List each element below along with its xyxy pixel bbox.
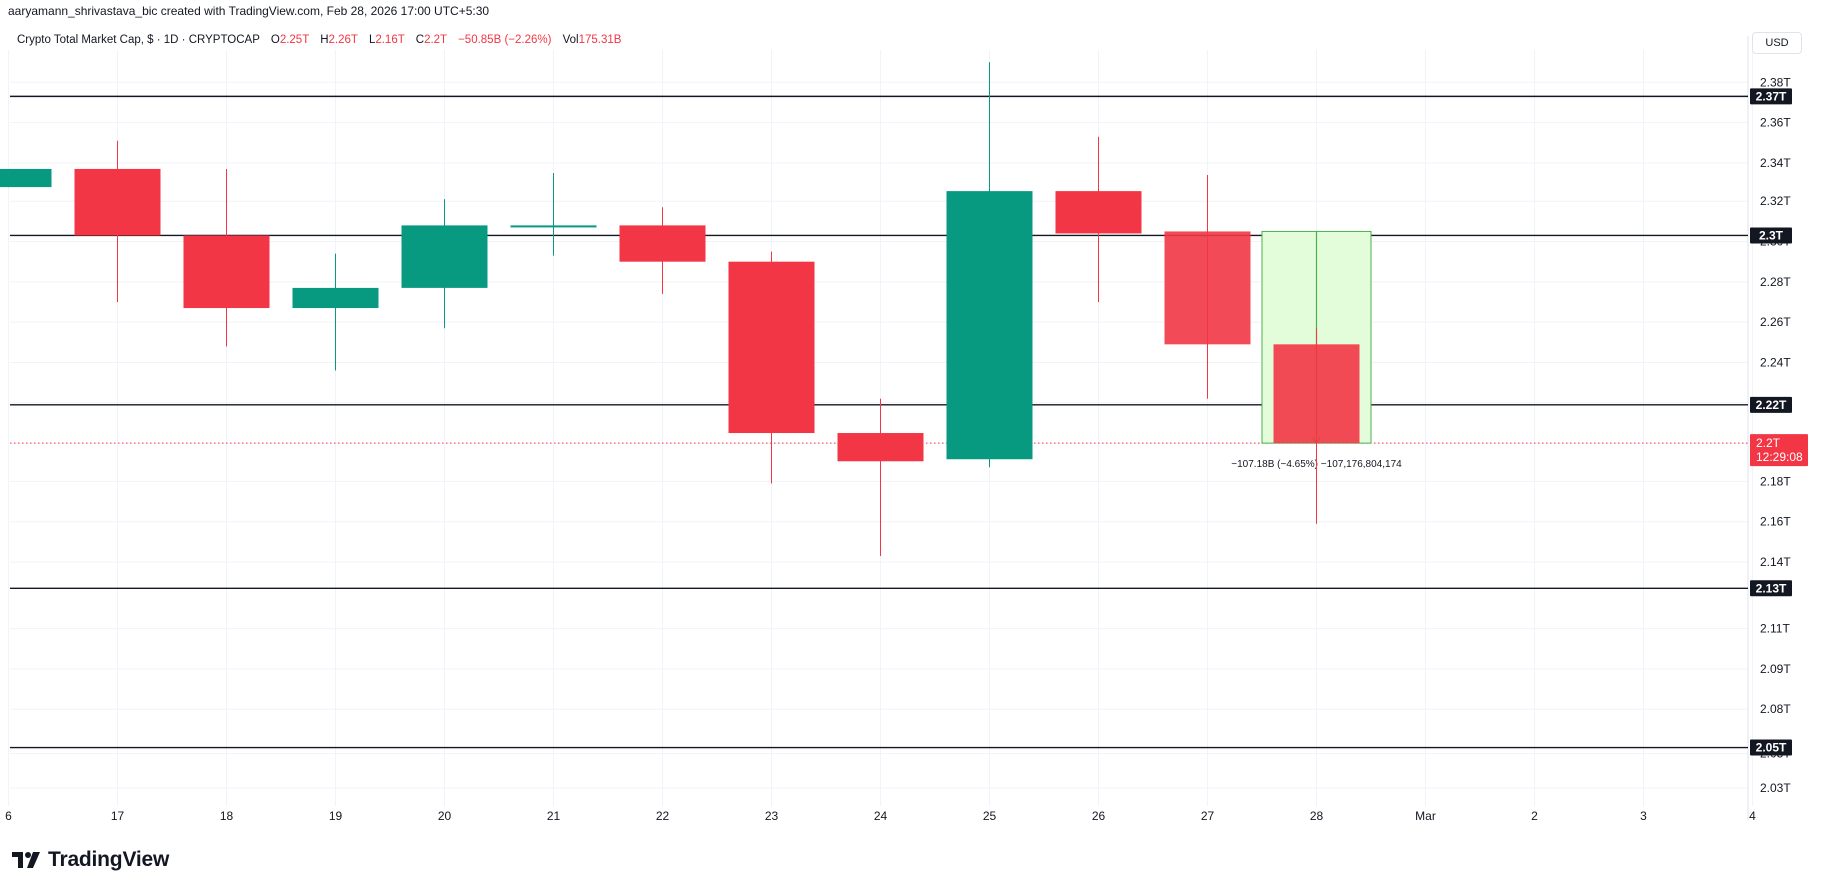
price-axis: 2.38T2.36T2.34T2.32T2.30T2.28T2.26T2.24T… [1760, 75, 1791, 795]
price-tick-label: 2.11T [1760, 622, 1790, 636]
candle-body [619, 225, 706, 262]
level-badge [1750, 580, 1792, 597]
time-tick-label: 4 [1749, 809, 1756, 823]
candle-19 [292, 253, 379, 371]
level-badge [1750, 739, 1792, 756]
time-tick-label: 24 [874, 809, 888, 823]
level-badge-label: 2.13T [1756, 581, 1787, 595]
current-price-badge [1750, 434, 1808, 467]
level-badge-label: 2.37T [1756, 89, 1787, 103]
candle-18 [183, 168, 270, 347]
volume-label: Vol [562, 34, 579, 46]
price-tick-label: 2.09T [1760, 662, 1791, 676]
level-badge-label: 2.05T [1756, 741, 1787, 755]
close-label: C [415, 34, 425, 46]
candle-23 [728, 251, 815, 484]
horizontal-levels [10, 95, 1748, 749]
price-tick-label: 2.16T [1760, 515, 1791, 529]
time-tick-label: Mar [1415, 809, 1436, 823]
candle-22 [619, 207, 706, 294]
open-label: O [270, 34, 280, 46]
candle-body [401, 225, 488, 288]
low-value: 2.16T [375, 34, 405, 46]
tradingview-logo-icon [12, 852, 40, 868]
candle-body [946, 191, 1033, 460]
time-tick-label: 28 [1310, 809, 1324, 823]
price-tick-label: 2.28T [1760, 275, 1791, 289]
time-tick-label: 6 [5, 809, 12, 823]
close-value: 2.2T [424, 34, 447, 46]
attribution-text: aaryamann_shrivastava_bic created with T… [8, 4, 490, 18]
candles [0, 62, 1360, 557]
candle-16 [0, 168, 52, 188]
candle-body [0, 168, 52, 188]
candle-24 [837, 398, 924, 557]
candle-17 [74, 140, 161, 302]
time-tick-label: 2 [1531, 809, 1538, 823]
candle-26 [1055, 136, 1142, 302]
time-tick-label: 22 [656, 809, 670, 823]
candle-body [1055, 191, 1142, 234]
time-tick-label: 20 [438, 809, 452, 823]
candle-20 [401, 199, 488, 329]
price-tick-label: 2.24T [1760, 355, 1791, 369]
brand-name: TradingView [48, 848, 170, 871]
level-badge-label: 2.22T [1756, 398, 1787, 412]
time-tick-label: 17 [111, 809, 125, 823]
candle-body [292, 287, 379, 309]
chart-grid [8, 36, 1753, 820]
price-tick-label: 2.08T [1760, 702, 1791, 716]
candle-body [74, 168, 161, 236]
candle-body [1164, 231, 1251, 345]
time-tick-label: 19 [329, 809, 343, 823]
symbol-legend: Crypto Total Market Cap, $ · 1D · CRYPTO… [17, 34, 621, 46]
price-tick-label: 2.32T [1760, 194, 1791, 208]
time-tick-label: 25 [983, 809, 997, 823]
time-tick-label: 27 [1201, 809, 1215, 823]
current-price-label: 2.2T [1756, 436, 1781, 450]
candle-27 [1164, 174, 1251, 399]
price-tick-label: 2.26T [1760, 315, 1791, 329]
currency-button[interactable]: USD [1752, 32, 1802, 54]
candle-28 [1273, 328, 1360, 524]
price-tick-label: 2.38T [1760, 75, 1791, 89]
price-tick-label: 2.03T [1760, 781, 1791, 795]
candle-body [728, 261, 815, 434]
high-value: 2.26T [328, 34, 358, 46]
level-badge [1750, 88, 1792, 105]
time-axis: 6 17 18 19 20 21 22 23 24 25 26 27 28 Mar 2 3 4 [5, 809, 1756, 823]
low-label: L [368, 34, 376, 46]
high-label: H [320, 34, 329, 46]
time-tick-label: 26 [1092, 809, 1106, 823]
open-value: 2.25T [279, 34, 310, 46]
countdown-label: 12:29:08 [1756, 450, 1803, 464]
time-tick-label: 18 [220, 809, 234, 823]
level-badge [1750, 227, 1792, 244]
candle-body [183, 235, 270, 309]
candle-body [510, 225, 597, 228]
candle-25 [946, 62, 1033, 468]
time-tick-label: 21 [547, 809, 561, 823]
candle-body [1273, 344, 1360, 444]
time-tick-label: 23 [765, 809, 779, 823]
level-badge [1750, 396, 1792, 413]
change-value: −50.85B (−2.26%) [458, 34, 552, 46]
volume-value: 175.31B [578, 34, 622, 46]
brand-footer: TradingView [12, 848, 169, 872]
time-tick-label: 3 [1640, 809, 1647, 823]
price-tick-label: 2.34T [1760, 156, 1791, 170]
candle-21 [510, 172, 597, 256]
candle-body [837, 433, 924, 462]
price-tick-label: 2.18T [1760, 474, 1791, 488]
price-tick-label: 2.36T [1760, 116, 1791, 130]
symbol-title: Crypto Total Market Cap, $ · 1D · CRYPTO… [17, 34, 260, 46]
price-tick-label: 2.14T [1760, 555, 1791, 569]
level-badge-label: 2.3T [1759, 228, 1784, 242]
